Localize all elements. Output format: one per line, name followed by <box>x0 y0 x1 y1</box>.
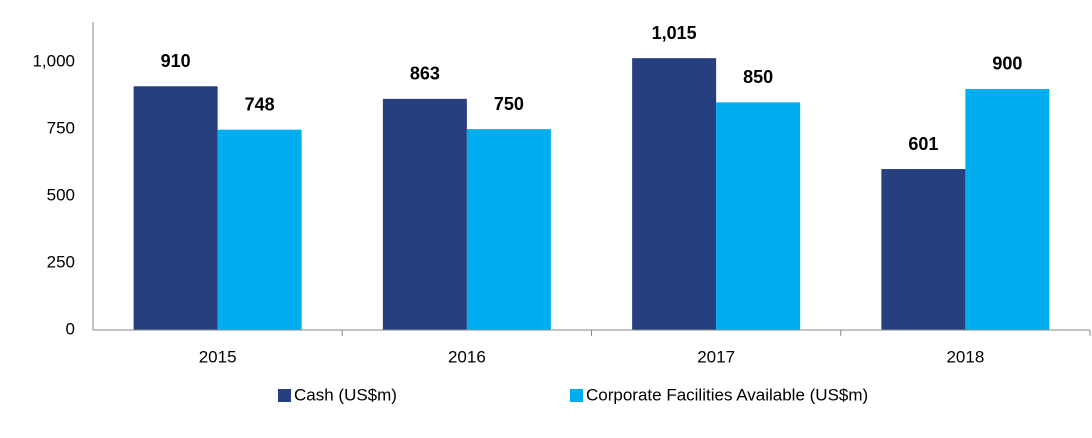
bar <box>217 129 302 330</box>
legend-swatch <box>278 389 291 402</box>
value-label: 1,015 <box>652 23 697 43</box>
bar <box>965 88 1050 331</box>
legend-swatch <box>570 389 583 402</box>
legend-label: Corporate Facilities Available (US$m) <box>586 385 868 404</box>
x-tick-label: 2015 <box>199 347 237 366</box>
x-tick-label: 2018 <box>946 347 984 366</box>
legend-label: Cash (US$m) <box>294 385 397 404</box>
y-tick-label: 0 <box>66 319 75 338</box>
value-label: 910 <box>161 51 191 71</box>
y-tick-label: 1,000 <box>32 52 75 71</box>
bar <box>466 129 551 330</box>
bar <box>133 86 218 330</box>
value-label: 748 <box>245 94 275 114</box>
bar <box>632 58 717 330</box>
value-label: 863 <box>410 64 440 84</box>
value-label: 850 <box>743 67 773 87</box>
value-label: 750 <box>494 94 524 114</box>
x-tick-label: 2016 <box>448 347 486 366</box>
value-label: 900 <box>992 54 1022 74</box>
value-label: 601 <box>908 134 938 154</box>
bar <box>881 169 966 330</box>
bar <box>382 98 467 330</box>
y-tick-label: 250 <box>47 253 75 272</box>
y-tick-label: 750 <box>47 119 75 138</box>
bar <box>716 102 801 330</box>
y-tick-label: 500 <box>47 186 75 205</box>
x-tick-label: 2017 <box>697 347 735 366</box>
